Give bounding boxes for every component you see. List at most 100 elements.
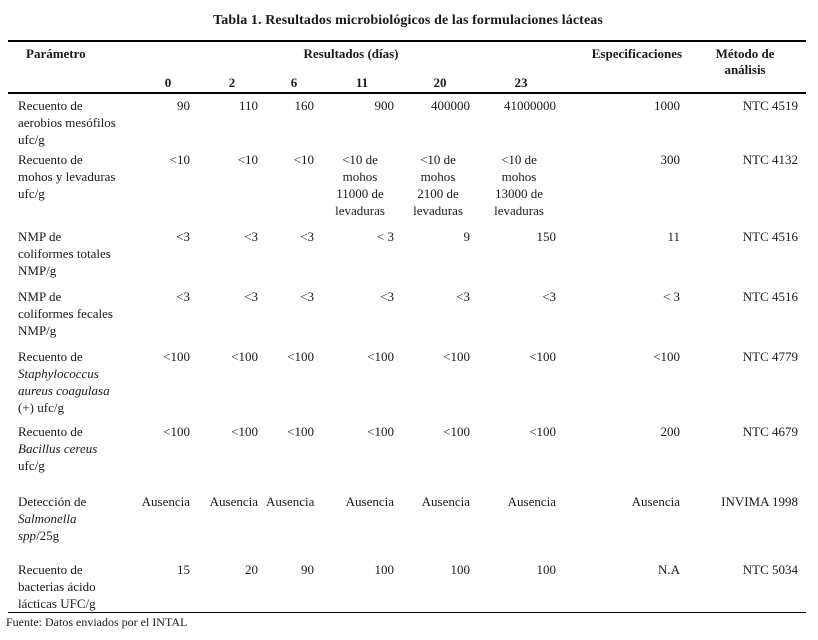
day-value-cell: Ausencia bbox=[209, 494, 258, 509]
day-value-cell: <3 bbox=[542, 289, 557, 304]
day-value-cell: <100 bbox=[529, 349, 557, 364]
table-row: Recuento de bacterias ácido lácticas UFC… bbox=[8, 558, 806, 613]
day-header-11: 11 bbox=[355, 75, 369, 90]
day-value-cell: 20 bbox=[245, 562, 258, 577]
day-value-cell: <100 bbox=[163, 424, 190, 439]
day-header-20: 20 bbox=[433, 75, 447, 90]
parameter-cell: Recuento de Bacillus cereus ufc/g bbox=[8, 420, 138, 490]
col-header-especificaciones: Especificaciones bbox=[591, 46, 683, 61]
parameter-cell: NMP de coliformes fecales NMP/g bbox=[8, 285, 138, 345]
parameter-text: Recuento de bbox=[18, 349, 83, 364]
day-value-cell: <100 bbox=[443, 349, 470, 364]
parameter-cell: NMP de coliformes totales NMP/g bbox=[8, 225, 138, 285]
day-value-cell: <3 bbox=[456, 289, 470, 304]
day-header-0: 0 bbox=[164, 75, 172, 90]
day-value-cell: Ausencia bbox=[266, 494, 315, 509]
day-value-cell: 110 bbox=[238, 98, 258, 113]
parameter-cell: Recuento de bacterias ácido lácticas UFC… bbox=[8, 558, 138, 613]
parameter-text: NMP de coliformes fecales NMP/g bbox=[18, 289, 113, 338]
method-cell: NTC 4132 bbox=[742, 152, 799, 167]
day-header-23: 23 bbox=[514, 75, 528, 90]
specification-cell: 300 bbox=[660, 152, 681, 167]
day-value-cell: <10 bbox=[237, 152, 258, 167]
table-header: Parámetro Resultados (días) Especificaci… bbox=[8, 41, 807, 93]
day-header-2: 2 bbox=[228, 75, 236, 90]
day-value-cell: <100 bbox=[367, 349, 394, 364]
table-row: NMP de coliformes totales NMP/g <3 <3 <3 < 3… bbox=[8, 225, 806, 285]
day-value-cell: <100 bbox=[231, 349, 258, 364]
day-value-cell: 9 bbox=[463, 229, 471, 244]
parameter-text: Recuento de bacterias ácido lácticas UFC… bbox=[18, 562, 96, 611]
table-row: Recuento de Staphylococcus aureus coagul… bbox=[8, 345, 806, 420]
day-value-cell: <100 bbox=[287, 349, 314, 364]
method-cell: NTC 4516 bbox=[742, 289, 799, 304]
method-cell: NTC 5034 bbox=[742, 562, 799, 577]
parameter-text: ufc/g bbox=[18, 458, 45, 473]
table-row: NMP de coliformes fecales NMP/g <3 <3 <3 <3 <… bbox=[8, 285, 806, 345]
day-value-cell: Ausencia bbox=[141, 494, 190, 509]
day-value-cell: <3 bbox=[300, 289, 314, 304]
day-value-cell: <10 de mohos 11000 de levaduras bbox=[335, 152, 385, 218]
specification-cell: <100 bbox=[653, 349, 681, 364]
day-value-cell: 900 bbox=[374, 98, 395, 113]
day-value-cell: <100 bbox=[443, 424, 470, 439]
day-value-cell: 400000 bbox=[431, 98, 470, 113]
parameter-species-italic: Salmonella spp bbox=[18, 511, 77, 543]
parameter-text: (+) ufc/g bbox=[18, 400, 64, 415]
parameter-text: NMP de coliformes totales NMP/g bbox=[18, 229, 111, 278]
day-value-cell: <3 bbox=[300, 229, 314, 244]
col-header-metodo-analisis: Método de análisis bbox=[715, 46, 775, 77]
day-value-cell: Ausencia bbox=[421, 494, 470, 509]
table-row: Detección de Salmonella spp/25g Ausencia A… bbox=[8, 490, 806, 558]
method-cell: NTC 4519 bbox=[742, 98, 799, 113]
specification-cell: N.A bbox=[658, 562, 681, 577]
specification-cell: < 3 bbox=[662, 289, 681, 304]
parameter-cell: Detección de Salmonella spp/25g bbox=[8, 490, 138, 558]
day-value-cell: <10 bbox=[169, 152, 190, 167]
day-value-cell: <3 bbox=[176, 229, 190, 244]
day-value-cell: <10 de mohos 13000 de levaduras bbox=[494, 152, 544, 218]
day-value-cell: <100 bbox=[367, 424, 394, 439]
parameter-text: Recuento de aerobios mesófilos ufc/g bbox=[18, 98, 116, 147]
day-value-cell: Ausencia bbox=[507, 494, 557, 509]
parameter-text: Detección de bbox=[18, 494, 87, 509]
method-cell: NTC 4679 bbox=[742, 424, 799, 439]
table-title: Tabla 1. Resultados microbiológicos de l… bbox=[213, 13, 603, 28]
specification-cell: 11 bbox=[667, 229, 681, 244]
day-header-6: 6 bbox=[290, 75, 298, 90]
day-value-cell: <10 bbox=[293, 152, 314, 167]
source-note: Fuente: Datos enviados por el INTAL bbox=[6, 615, 188, 629]
day-value-cell: <3 bbox=[176, 289, 190, 304]
method-cell: NTC 4779 bbox=[742, 349, 799, 364]
day-value-cell: 150 bbox=[536, 229, 557, 244]
parameter-species-italic: Bacillus cereus bbox=[18, 441, 98, 456]
day-value-cell: Ausencia bbox=[345, 494, 394, 509]
parameter-cell: Recuento de Staphylococcus aureus coagul… bbox=[8, 345, 138, 420]
table-row: Recuento de mohos y levaduras ufc/g <10 <1… bbox=[8, 148, 806, 225]
day-value-cell: 100 bbox=[536, 562, 557, 577]
day-value-cell: 90 bbox=[177, 98, 190, 113]
parameter-cell: Recuento de mohos y levaduras ufc/g bbox=[8, 148, 138, 225]
parameter-text: /25g bbox=[36, 528, 60, 543]
day-value-cell: 15 bbox=[177, 562, 190, 577]
table-row: Recuento de aerobios mesófilos ufc/g 90 11… bbox=[8, 93, 806, 148]
col-header-resultados-dias: Resultados (días) bbox=[303, 46, 399, 61]
day-value-cell: 41000000 bbox=[504, 98, 557, 113]
day-value-cell: <100 bbox=[529, 424, 557, 439]
day-value-cell: <10 de mohos 2100 de levaduras bbox=[413, 152, 463, 218]
header-row-groups: Parámetro Resultados (días) Especificaci… bbox=[8, 41, 806, 77]
results-table: Parámetro Resultados (días) Especificaci… bbox=[8, 40, 807, 613]
specification-cell: 200 bbox=[660, 424, 681, 439]
day-value-cell: 100 bbox=[450, 562, 471, 577]
day-value-cell: < 3 bbox=[376, 229, 394, 244]
parameter-species-italic: Staphylococcus aureus coagulasa bbox=[18, 366, 110, 398]
day-value-cell: <3 bbox=[244, 229, 258, 244]
day-value-cell: 160 bbox=[294, 98, 315, 113]
table-body: Recuento de aerobios mesófilos ufc/g 90 11… bbox=[8, 93, 807, 613]
parameter-text: Recuento de mohos y levaduras ufc/g bbox=[18, 152, 116, 201]
method-cell: INVIMA 1998 bbox=[721, 494, 799, 509]
specification-cell: 1000 bbox=[654, 98, 681, 113]
parameter-cell: Recuento de aerobios mesófilos ufc/g bbox=[8, 93, 138, 148]
col-header-parametro: Parámetro bbox=[26, 46, 86, 61]
